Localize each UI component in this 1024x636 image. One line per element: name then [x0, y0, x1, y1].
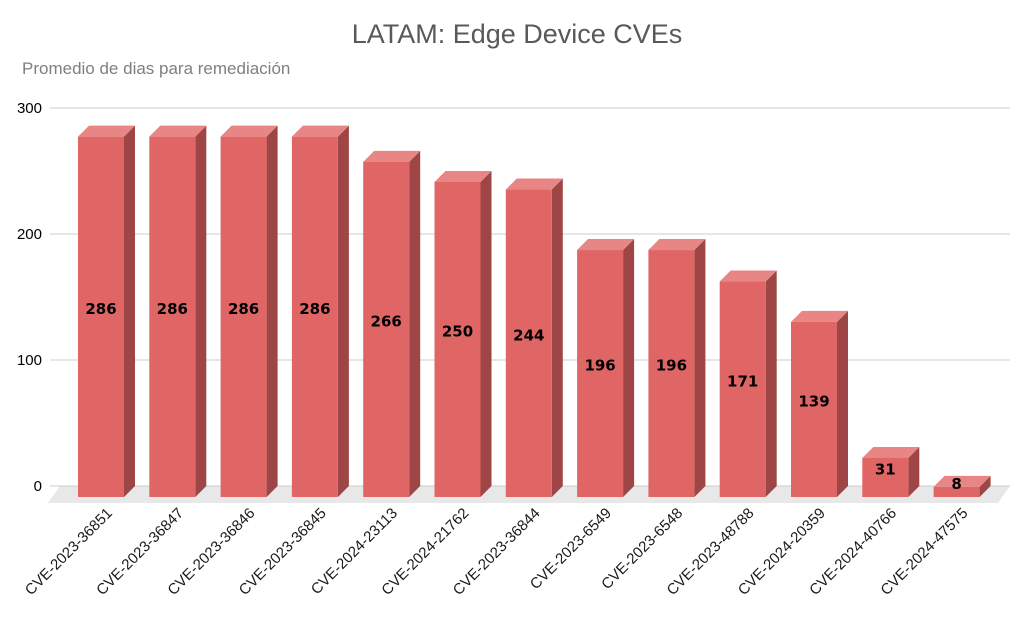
bar-top	[220, 125, 278, 137]
data-label: 286	[228, 300, 259, 318]
bar-top	[791, 310, 848, 322]
bar-side	[551, 178, 563, 497]
bar-top	[862, 446, 920, 458]
bar-side	[124, 125, 135, 497]
data-label: 286	[299, 300, 330, 318]
data-label: 286	[85, 300, 116, 318]
bar-side	[195, 125, 207, 497]
data-label: 286	[157, 300, 188, 318]
bar-side	[837, 310, 848, 497]
y-tick-label: 100	[17, 352, 42, 369]
bar	[719, 281, 766, 497]
bar-side	[908, 446, 920, 497]
bar	[220, 136, 267, 497]
bar	[648, 250, 695, 497]
bar-side	[979, 475, 991, 497]
bar	[78, 136, 124, 497]
bar	[933, 486, 980, 497]
data-label: 196	[584, 357, 615, 375]
bar-side	[409, 150, 421, 497]
bar-side	[337, 125, 349, 497]
bar-side	[694, 239, 706, 498]
bar	[363, 161, 410, 497]
bar-top	[505, 178, 563, 190]
bar	[434, 182, 481, 497]
data-label: 8	[951, 475, 961, 493]
bar	[505, 189, 552, 497]
bar	[791, 321, 837, 497]
bar-top	[648, 239, 706, 251]
data-label: 31	[875, 460, 896, 478]
chart-title: LATAM: Edge Device CVEs	[352, 19, 683, 49]
data-label: 266	[371, 312, 402, 330]
bar-side	[266, 125, 278, 497]
bar-top	[719, 270, 777, 282]
bar	[577, 250, 624, 497]
data-label: 196	[656, 357, 687, 375]
bar-top	[577, 239, 635, 251]
y-tick-label: 300	[17, 100, 42, 117]
bar-top	[434, 171, 492, 182]
y-tick-label: 0	[34, 478, 42, 495]
bar-top	[933, 475, 991, 487]
data-label: 244	[513, 326, 544, 344]
chart-subtitle: Promedio de dias para remediación	[22, 59, 290, 78]
data-label: 250	[442, 323, 473, 341]
bar-side	[623, 239, 635, 498]
bar-top	[149, 125, 207, 137]
data-label: 139	[798, 392, 829, 410]
bar	[291, 136, 338, 497]
bar-top	[291, 125, 349, 137]
bar-side	[765, 270, 777, 497]
bar-side	[480, 171, 492, 497]
bar-top	[363, 150, 421, 162]
data-label: 171	[727, 372, 758, 390]
bar	[862, 457, 909, 497]
y-tick-label: 200	[17, 226, 42, 243]
bar-top	[78, 125, 135, 137]
bar	[149, 136, 196, 497]
